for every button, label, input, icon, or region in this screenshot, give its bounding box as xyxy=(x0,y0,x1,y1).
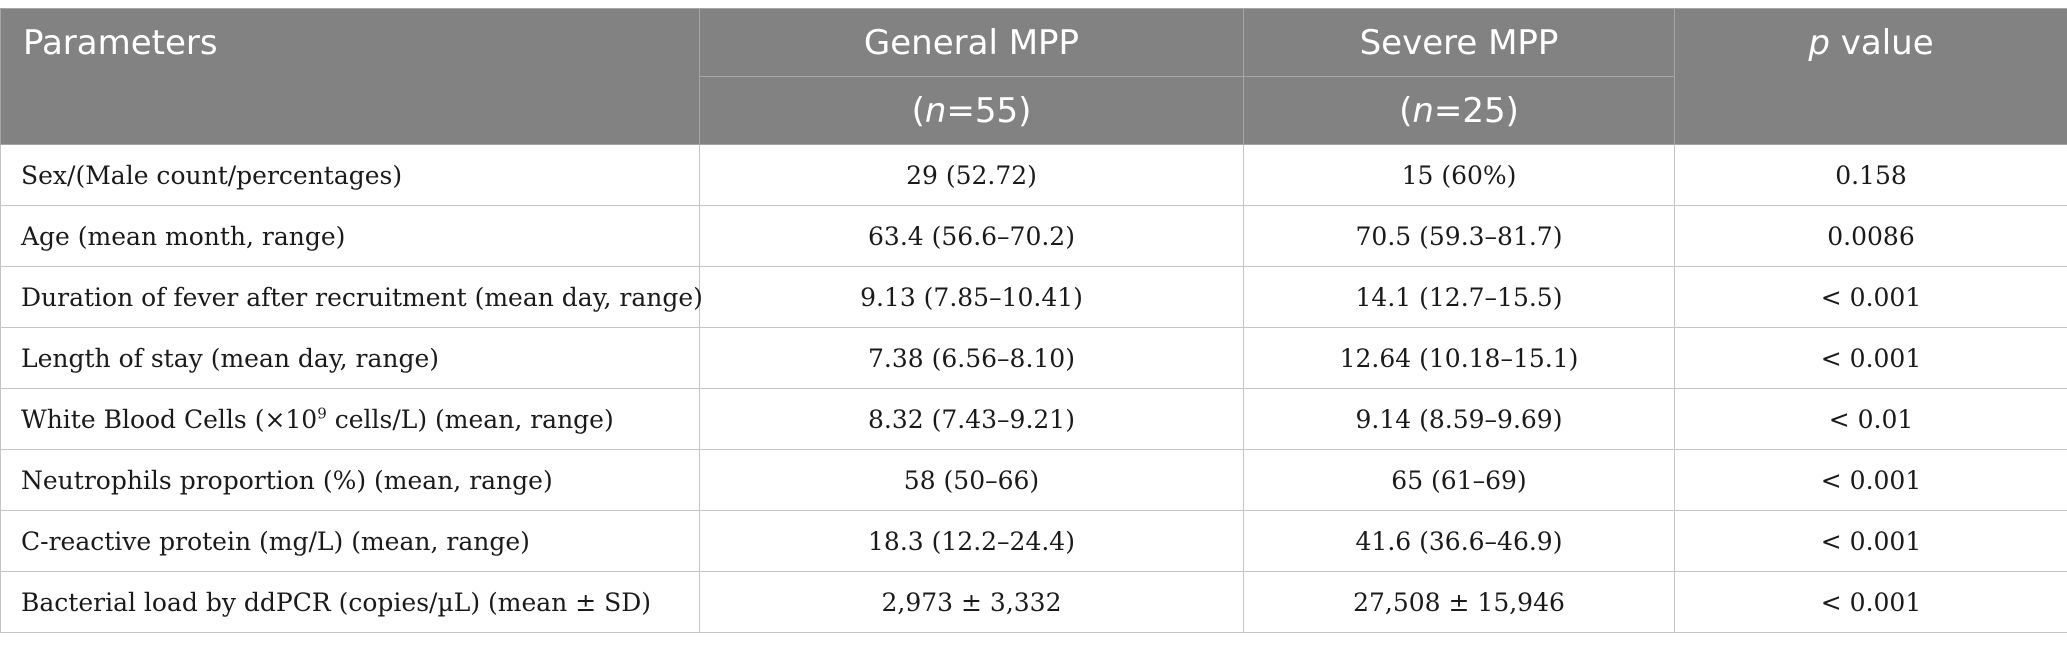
cell-p-value: < 0.01 xyxy=(1674,388,2067,450)
cell-parameter: White Blood Cells (×109 cells/L) (mean, … xyxy=(0,388,700,450)
header-row: Parameters General MPP Severe MPP p valu… xyxy=(0,8,2067,145)
cell-severe: 41.6 (36.6–46.9) xyxy=(1243,510,1675,572)
results-table: Parameters General MPP Severe MPP p valu… xyxy=(0,8,2067,633)
cell-severe: 9.14 (8.59–9.69) xyxy=(1243,388,1675,450)
cell-p-value: < 0.001 xyxy=(1674,571,2067,633)
cell-general: 2,973 ± 3,332 xyxy=(699,571,1244,633)
general-n-label: n xyxy=(924,90,947,131)
cell-general: 58 (50–66) xyxy=(699,449,1244,511)
cell-parameter: Length of stay (mean day, range) xyxy=(0,327,700,389)
table-body: Sex/(Male count/percentages) 29 (52.72) … xyxy=(0,144,2067,633)
cell-general: 29 (52.72) xyxy=(699,144,1244,206)
table-row: Length of stay (mean day, range) 7.38 (6… xyxy=(0,327,2067,389)
header-severe-n: (n=25) xyxy=(1243,76,1675,145)
header-p-rest: value xyxy=(1829,23,1934,63)
cell-parameter: Bacterial load by ddPCR (copies/µL) (mea… xyxy=(0,571,700,633)
header-general-n: (n=55) xyxy=(699,76,1244,145)
header-p-italic: p xyxy=(1808,23,1830,63)
header-severe-mpp: Severe MPP xyxy=(1243,8,1675,77)
cell-severe: 70.5 (59.3–81.7) xyxy=(1243,205,1675,267)
cell-p-value: < 0.001 xyxy=(1674,510,2067,572)
table-row: White Blood Cells (×109 cells/L) (mean, … xyxy=(0,388,2067,450)
general-n-value: =55 xyxy=(946,90,1019,131)
cell-general: 9.13 (7.85–10.41) xyxy=(699,266,1244,328)
cell-parameter: Sex/(Male count/percentages) xyxy=(0,144,700,206)
cell-parameter: C-reactive protein (mg/L) (mean, range) xyxy=(0,510,700,572)
table-row: Age (mean month, range) 63.4 (56.6–70.2)… xyxy=(0,205,2067,267)
cell-p-value: < 0.001 xyxy=(1674,266,2067,328)
table-row: Bacterial load by ddPCR (copies/µL) (mea… xyxy=(0,571,2067,633)
table-header: Parameters General MPP Severe MPP p valu… xyxy=(0,8,2067,145)
cell-severe: 27,508 ± 15,946 xyxy=(1243,571,1675,633)
cell-parameter: Neutrophils proportion (%) (mean, range) xyxy=(0,449,700,511)
cell-p-value: < 0.001 xyxy=(1674,449,2067,511)
header-row-n: (n=55) (n=25) xyxy=(1,76,2067,145)
table-row: C-reactive protein (mg/L) (mean, range) … xyxy=(0,510,2067,572)
cell-parameter: Duration of fever after recruitment (mea… xyxy=(0,266,703,328)
param-text-pre: White Blood Cells (×10 xyxy=(21,404,318,434)
severe-n-value: =25 xyxy=(1433,90,1506,131)
cell-general: 63.4 (56.6–70.2) xyxy=(699,205,1244,267)
header-general-mpp: General MPP xyxy=(699,8,1244,77)
header-p-value: p value xyxy=(1674,8,2067,145)
cell-severe: 12.64 (10.18–15.1) xyxy=(1243,327,1675,389)
cell-parameter: Age (mean month, range) xyxy=(0,205,700,267)
cell-severe: 15 (60%) xyxy=(1243,144,1675,206)
header-parameters: Parameters xyxy=(0,8,700,145)
table-row: Neutrophils proportion (%) (mean, range)… xyxy=(0,449,2067,511)
cell-p-value: < 0.001 xyxy=(1674,327,2067,389)
table-row: Sex/(Male count/percentages) 29 (52.72) … xyxy=(0,144,2067,206)
severe-n-label: n xyxy=(1412,90,1434,131)
cell-severe: 65 (61–69) xyxy=(1243,449,1675,511)
param-superscript: 9 xyxy=(317,404,327,423)
cell-general: 7.38 (6.56–8.10) xyxy=(699,327,1244,389)
param-text-post: cells/L) (mean, range) xyxy=(326,404,614,434)
cell-severe: 14.1 (12.7–15.5) xyxy=(1243,266,1675,328)
table-row: Duration of fever after recruitment (mea… xyxy=(0,266,2067,328)
cell-general: 8.32 (7.43–9.21) xyxy=(699,388,1244,450)
cell-p-value: 0.0086 xyxy=(1674,205,2067,267)
cell-p-value: 0.158 xyxy=(1674,144,2067,206)
cell-general: 18.3 (12.2–24.4) xyxy=(699,510,1244,572)
